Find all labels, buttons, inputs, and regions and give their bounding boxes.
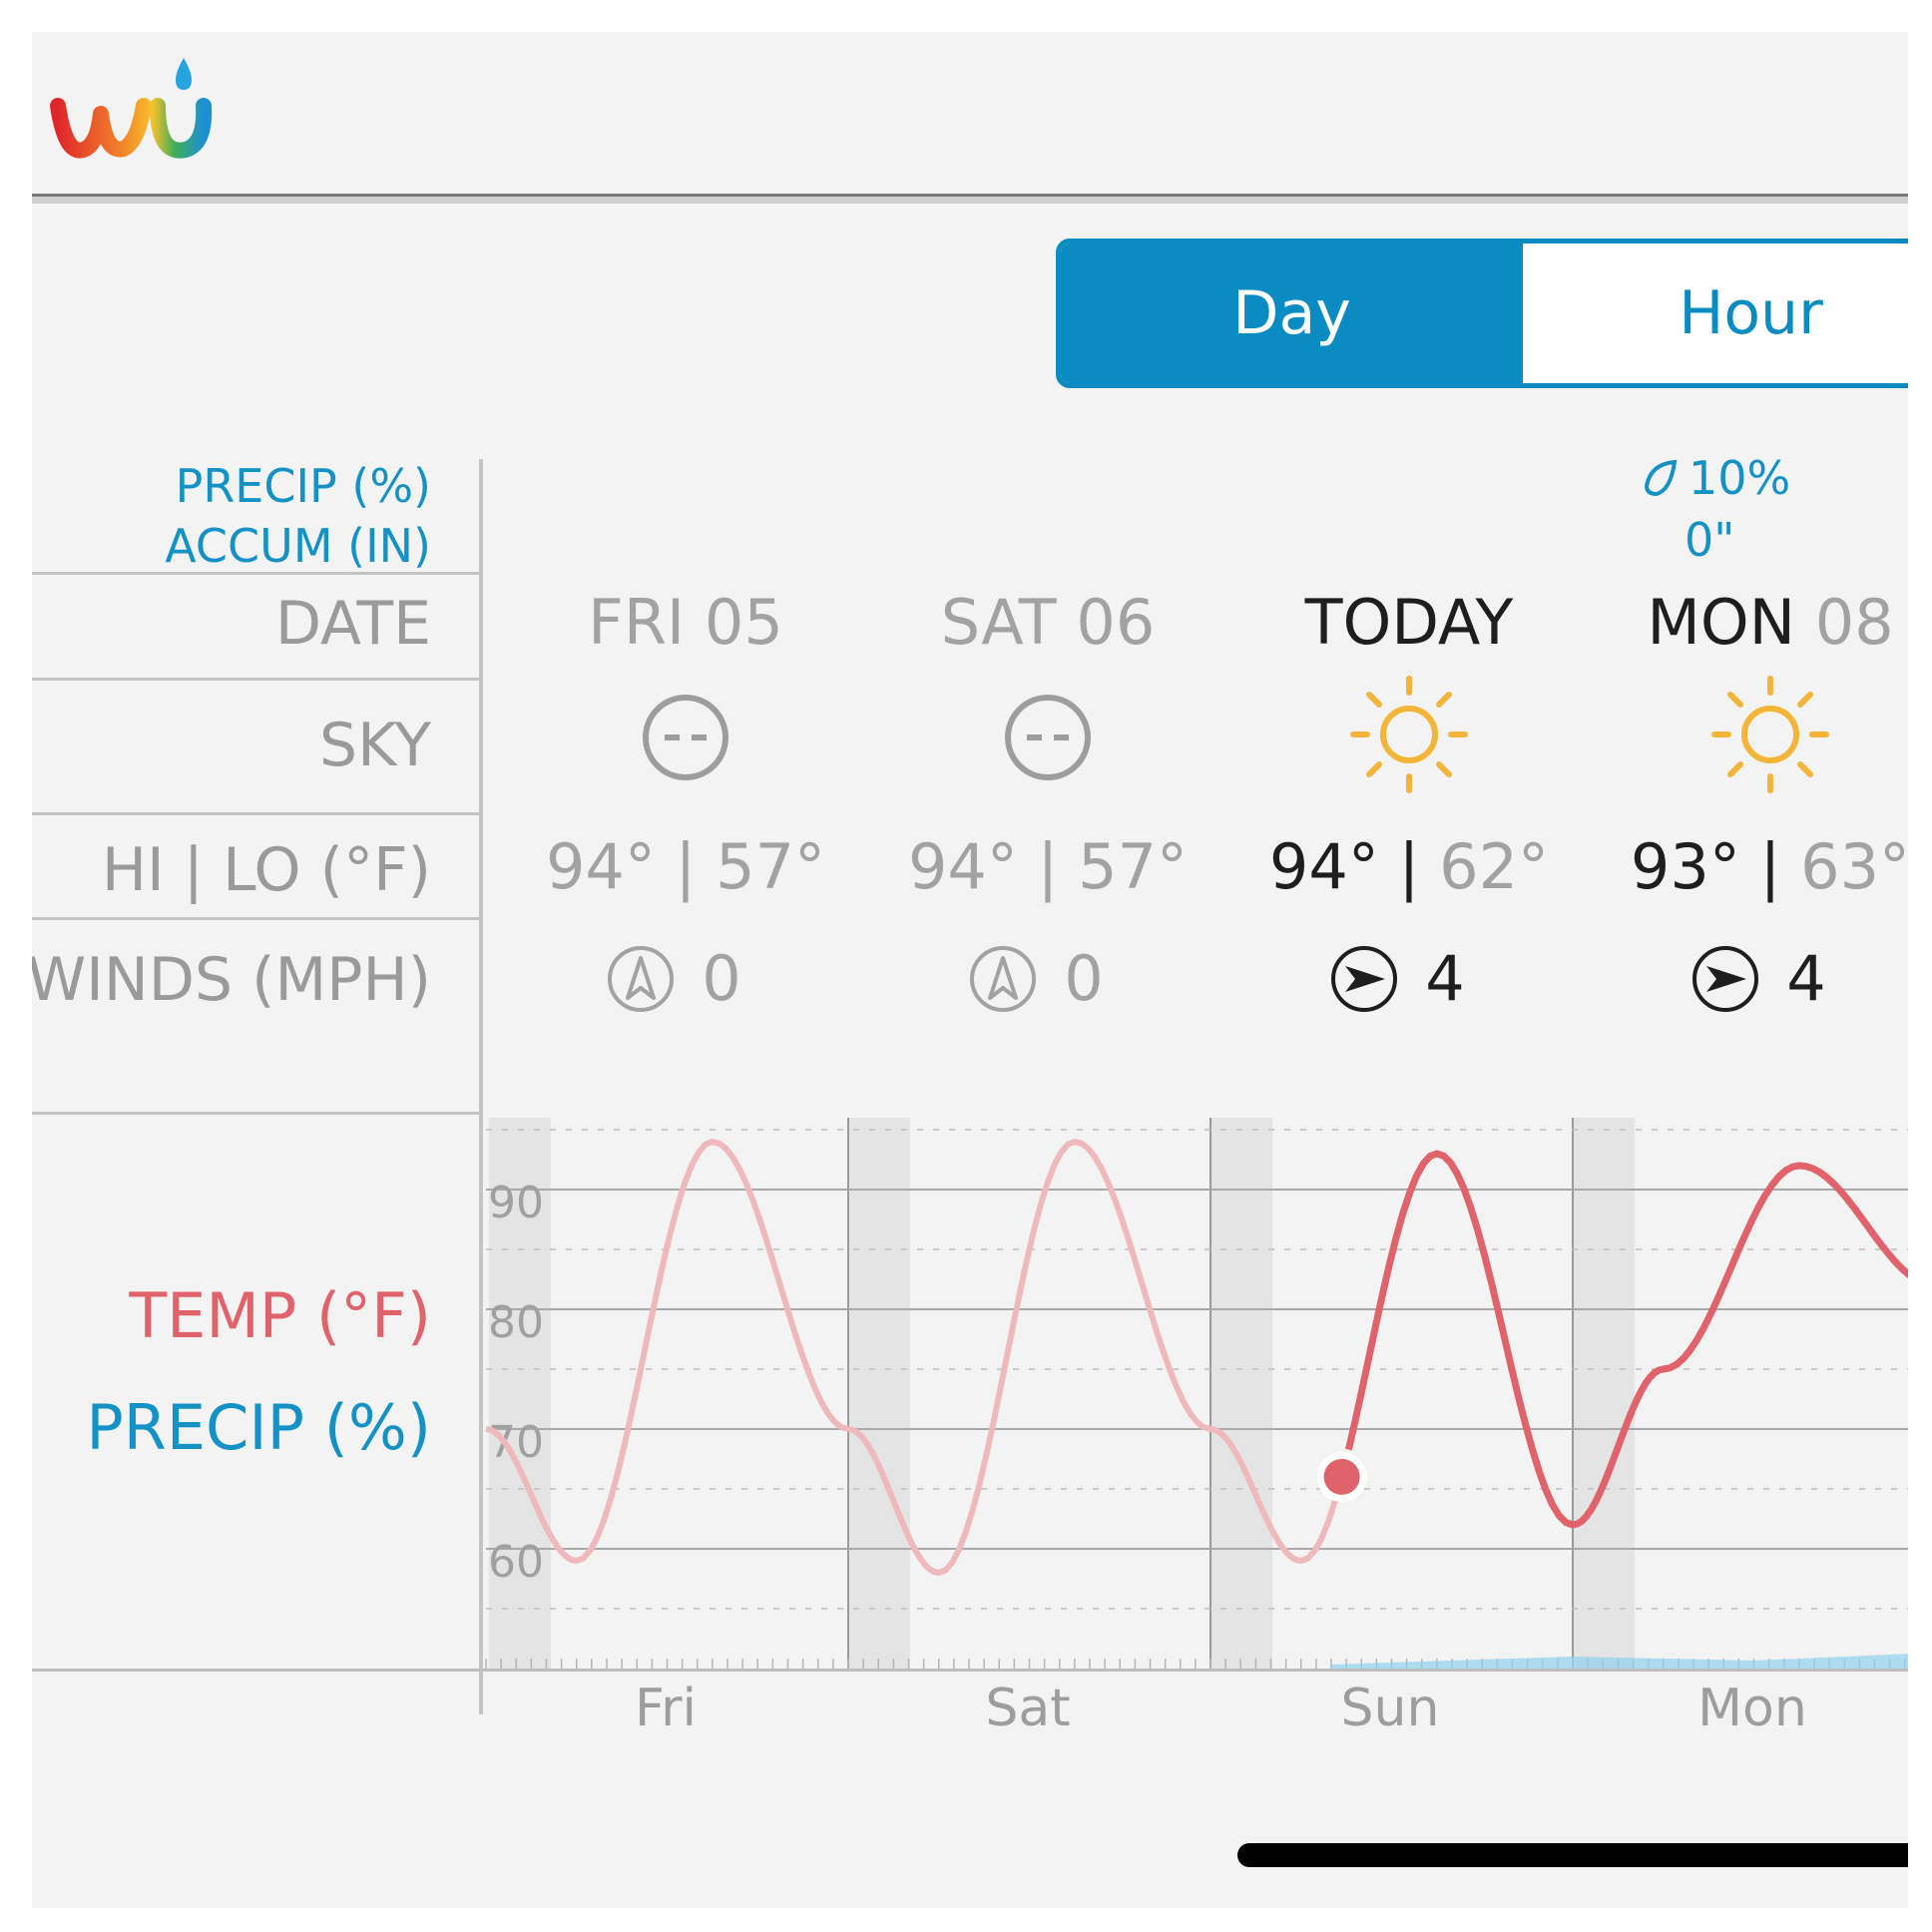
wind-speed: 0 <box>702 942 741 1015</box>
date-num: 05 <box>704 586 783 659</box>
hilo-label: HI | LO (°F) <box>101 835 431 905</box>
view-toggle: Day Hour <box>1056 239 1908 388</box>
hi-temp: 94° <box>545 830 656 903</box>
header-divider <box>32 194 1908 204</box>
winds-label: WINDS (MPH) <box>32 945 431 1015</box>
wu-logo-icon[interactable] <box>46 44 216 174</box>
hilo-sat: 94° | 57° <box>907 830 1189 903</box>
lo-temp: 57° <box>1078 830 1189 903</box>
mon-accum: 0" <box>1685 513 1735 567</box>
lo-temp: 57° <box>716 830 826 903</box>
day-column-fri[interactable]: FRI 05 <box>506 586 865 659</box>
wind-mon: 4 <box>1579 942 1908 1015</box>
row-divider <box>32 1112 479 1115</box>
temp-line-past <box>485 1139 1345 1576</box>
row-divider <box>32 917 479 920</box>
sky-label: SKY <box>319 711 431 780</box>
date-num: 06 <box>1076 586 1156 659</box>
accum-label: ACCUM (IN) <box>165 519 431 573</box>
x-day-label: Sun <box>1340 1679 1440 1738</box>
night-shade <box>1210 1118 1272 1669</box>
wind-direction-north-icon <box>970 945 1037 1012</box>
hi-temp: 93° <box>1630 830 1740 903</box>
mon-precip-pct: 10% <box>1689 451 1791 505</box>
wind-direction-east-icon <box>1692 945 1759 1012</box>
x-day-label: Sat <box>985 1679 1071 1738</box>
mon-precip-summary: 10% 0" <box>1639 451 1908 567</box>
precip-label: PRECIP (%) <box>86 1391 431 1464</box>
day-tab[interactable]: Day <box>1061 243 1523 383</box>
wind-speed: 0 <box>1064 942 1104 1015</box>
night-shade <box>489 1118 551 1669</box>
date-label: DATE <box>274 589 431 659</box>
y-tick-label: 90 <box>488 1178 544 1228</box>
x-day-label: Fri <box>635 1679 697 1738</box>
day-column-sat[interactable]: SAT 06 <box>868 586 1227 659</box>
date-day: FRI <box>588 586 686 659</box>
label-column-divider <box>479 459 483 1714</box>
hilo-mon: 93° | 63° <box>1591 830 1908 903</box>
y-tick-label: 80 <box>488 1297 544 1348</box>
hi-temp: 94° <box>1268 830 1379 903</box>
wind-direction-north-icon <box>608 945 675 1012</box>
sun-icon <box>1350 676 1468 793</box>
date-day: TODAY <box>1304 586 1514 659</box>
temp-line-forecast <box>1344 1150 1908 1529</box>
date-num: 08 <box>1814 586 1894 659</box>
wind-speed: 4 <box>1425 942 1465 1015</box>
hour-tab[interactable]: Hour <box>1523 243 1908 383</box>
day-column-today[interactable]: TODAY <box>1229 586 1589 659</box>
raindrop-icon <box>1644 459 1678 497</box>
hilo-today: 94° | 62° <box>1268 830 1550 903</box>
row-divider <box>32 812 479 815</box>
night-shade <box>848 1118 910 1669</box>
wind-sat: 0 <box>856 942 1215 1015</box>
precip-pct-label: PRECIP (%) <box>175 459 431 513</box>
hilo-fri: 94° | 57° <box>545 830 826 903</box>
wind-fri: 0 <box>494 942 853 1015</box>
night-shade <box>1573 1118 1635 1669</box>
row-labels: PRECIP (%) ACCUM (IN) DATE SKY HI | LO (… <box>32 32 431 1908</box>
row-divider <box>32 678 479 681</box>
y-tick-label: 60 <box>488 1537 544 1588</box>
wind-today: 4 <box>1217 942 1577 1015</box>
horizontal-scrollbar[interactable] <box>1237 1843 1908 1867</box>
wind-direction-east-icon <box>1331 945 1398 1012</box>
wind-speed: 4 <box>1786 942 1826 1015</box>
temp-label: TEMP (°F) <box>129 1279 431 1352</box>
sun-icon <box>1711 676 1829 793</box>
cloudy-icon <box>1005 695 1091 780</box>
cloudy-icon <box>643 695 728 780</box>
lo-temp: 62° <box>1439 830 1550 903</box>
lo-temp: 63° <box>1800 830 1908 903</box>
precip-area <box>1331 1654 1908 1669</box>
row-divider <box>32 572 479 575</box>
current-temp-marker <box>1323 1458 1360 1495</box>
day-column-mon[interactable]: MON 08 <box>1591 586 1908 659</box>
chart-baseline <box>32 1669 1908 1672</box>
hi-temp: 94° <box>907 830 1018 903</box>
app-screen: Day Hour PRECIP (%) ACCUM (IN) DATE SKY … <box>32 32 1908 1908</box>
x-day-label: Mon <box>1697 1679 1807 1738</box>
date-day: SAT <box>940 586 1057 659</box>
date-day: MON <box>1647 586 1796 659</box>
